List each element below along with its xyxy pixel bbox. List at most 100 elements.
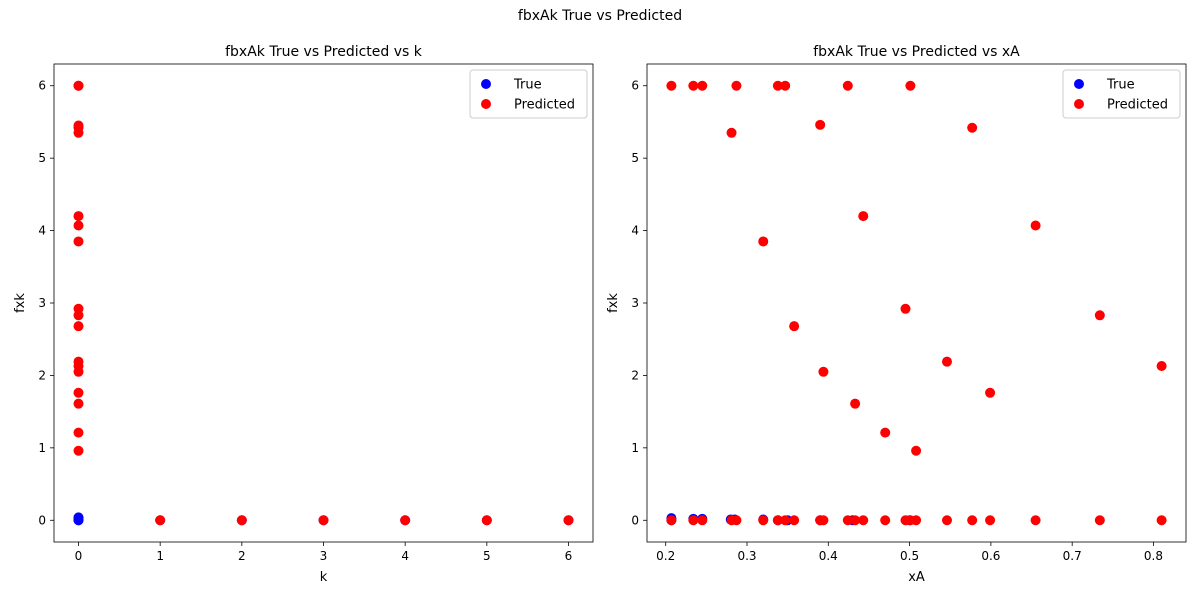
legend-marker-predicted xyxy=(1074,99,1084,109)
predicted-point xyxy=(318,515,329,526)
y-tick-label: 1 xyxy=(631,441,639,455)
predicted-point xyxy=(842,515,853,526)
predicted-point xyxy=(666,515,677,526)
legend-box xyxy=(1062,69,1181,119)
y-axis-label: fxk xyxy=(13,293,28,313)
y-tick-label: 5 xyxy=(38,151,46,165)
x-tick-label: 2 xyxy=(238,549,246,563)
y-tick-label: 4 xyxy=(38,224,46,238)
legend-label-true: True xyxy=(1106,78,1135,93)
predicted-point xyxy=(758,515,769,526)
y-tick-label: 5 xyxy=(631,151,639,165)
predicted-point xyxy=(967,515,978,526)
chart-title: fbxAk True vs Predicted vs xA xyxy=(813,44,1020,60)
x-tick-label: 4 xyxy=(401,549,409,563)
predicted-point xyxy=(780,80,791,91)
predicted-point xyxy=(726,127,737,138)
plot-frame xyxy=(53,63,594,543)
predicted-point xyxy=(73,310,84,321)
y-tick-label: 3 xyxy=(38,296,46,310)
predicted-point xyxy=(1030,515,1041,526)
predicted-point xyxy=(731,80,742,91)
predicted-point xyxy=(911,445,922,456)
predicted-point xyxy=(731,515,742,526)
x-tick-label: 0 xyxy=(75,549,83,563)
predicted-point xyxy=(73,387,84,398)
predicted-point xyxy=(73,236,84,247)
predicted-point xyxy=(1094,310,1105,321)
predicted-point xyxy=(985,387,996,398)
predicted-point xyxy=(1094,515,1105,526)
y-tick-label: 3 xyxy=(631,296,639,310)
predicted-point xyxy=(818,515,829,526)
legend-label-predicted: Predicted xyxy=(1107,98,1168,113)
predicted-point xyxy=(985,515,996,526)
predicted-point xyxy=(818,366,829,377)
predicted-point xyxy=(880,515,891,526)
predicted-point xyxy=(789,321,800,332)
x-tick-label: 0.2 xyxy=(656,549,675,563)
predicted-point xyxy=(772,515,783,526)
y-tick-label: 2 xyxy=(38,368,46,382)
x-tick-label: 0.6 xyxy=(981,549,1000,563)
predicted-point xyxy=(666,80,677,91)
predicted-point xyxy=(780,515,791,526)
y-tick-label: 4 xyxy=(631,224,639,238)
predicted-point xyxy=(880,427,891,438)
figure-suptitle: fbxAk True vs Predicted xyxy=(517,8,683,24)
legend-marker-true xyxy=(1074,79,1084,89)
predicted-point xyxy=(900,303,911,314)
predicted-point xyxy=(911,515,922,526)
predicted-point xyxy=(73,398,84,409)
predicted-point xyxy=(481,515,492,526)
predicted-point xyxy=(858,515,869,526)
predicted-point xyxy=(73,211,84,222)
predicted-point xyxy=(772,80,783,91)
predicted-point xyxy=(73,366,84,377)
legend-marker-true xyxy=(481,79,491,89)
legend-label-true: True xyxy=(513,78,542,93)
x-tick-label: 0.4 xyxy=(819,549,838,563)
predicted-point xyxy=(1030,220,1041,231)
legend-marker-predicted xyxy=(481,99,491,109)
predicted-point xyxy=(73,321,84,332)
predicted-point xyxy=(758,236,769,247)
y-tick-label: 6 xyxy=(631,79,639,93)
legend-label-predicted: Predicted xyxy=(514,98,575,113)
x-tick-label: 0.5 xyxy=(900,549,919,563)
predicted-point xyxy=(697,80,708,91)
predicted-point xyxy=(697,515,708,526)
x-tick-label: 5 xyxy=(483,549,491,563)
predicted-point xyxy=(1156,515,1167,526)
x-tick-label: 3 xyxy=(320,549,328,563)
x-axis-label: xA xyxy=(908,570,925,585)
predicted-point xyxy=(850,515,861,526)
predicted-point xyxy=(688,515,699,526)
predicted-point xyxy=(850,398,861,409)
plot-frame xyxy=(646,63,1187,543)
x-tick-label: 0.8 xyxy=(1144,549,1163,563)
predicted-point xyxy=(842,80,853,91)
predicted-point xyxy=(858,211,869,222)
predicted-point xyxy=(1156,361,1167,372)
y-tick-label: 1 xyxy=(38,441,46,455)
legend-box xyxy=(469,69,588,119)
y-tick-label: 6 xyxy=(38,79,46,93)
predicted-point xyxy=(967,122,978,133)
predicted-point xyxy=(941,356,952,367)
predicted-point xyxy=(73,127,84,138)
predicted-point xyxy=(155,515,166,526)
predicted-point xyxy=(563,515,574,526)
predicted-point xyxy=(73,427,84,438)
predicted-point xyxy=(688,80,699,91)
predicted-point xyxy=(73,80,84,91)
x-axis-label: k xyxy=(320,570,328,585)
y-tick-label: 0 xyxy=(38,513,46,527)
predicted-point xyxy=(236,515,247,526)
predicted-point xyxy=(815,119,826,130)
x-tick-label: 0.7 xyxy=(1063,549,1082,563)
predicted-point xyxy=(789,515,800,526)
